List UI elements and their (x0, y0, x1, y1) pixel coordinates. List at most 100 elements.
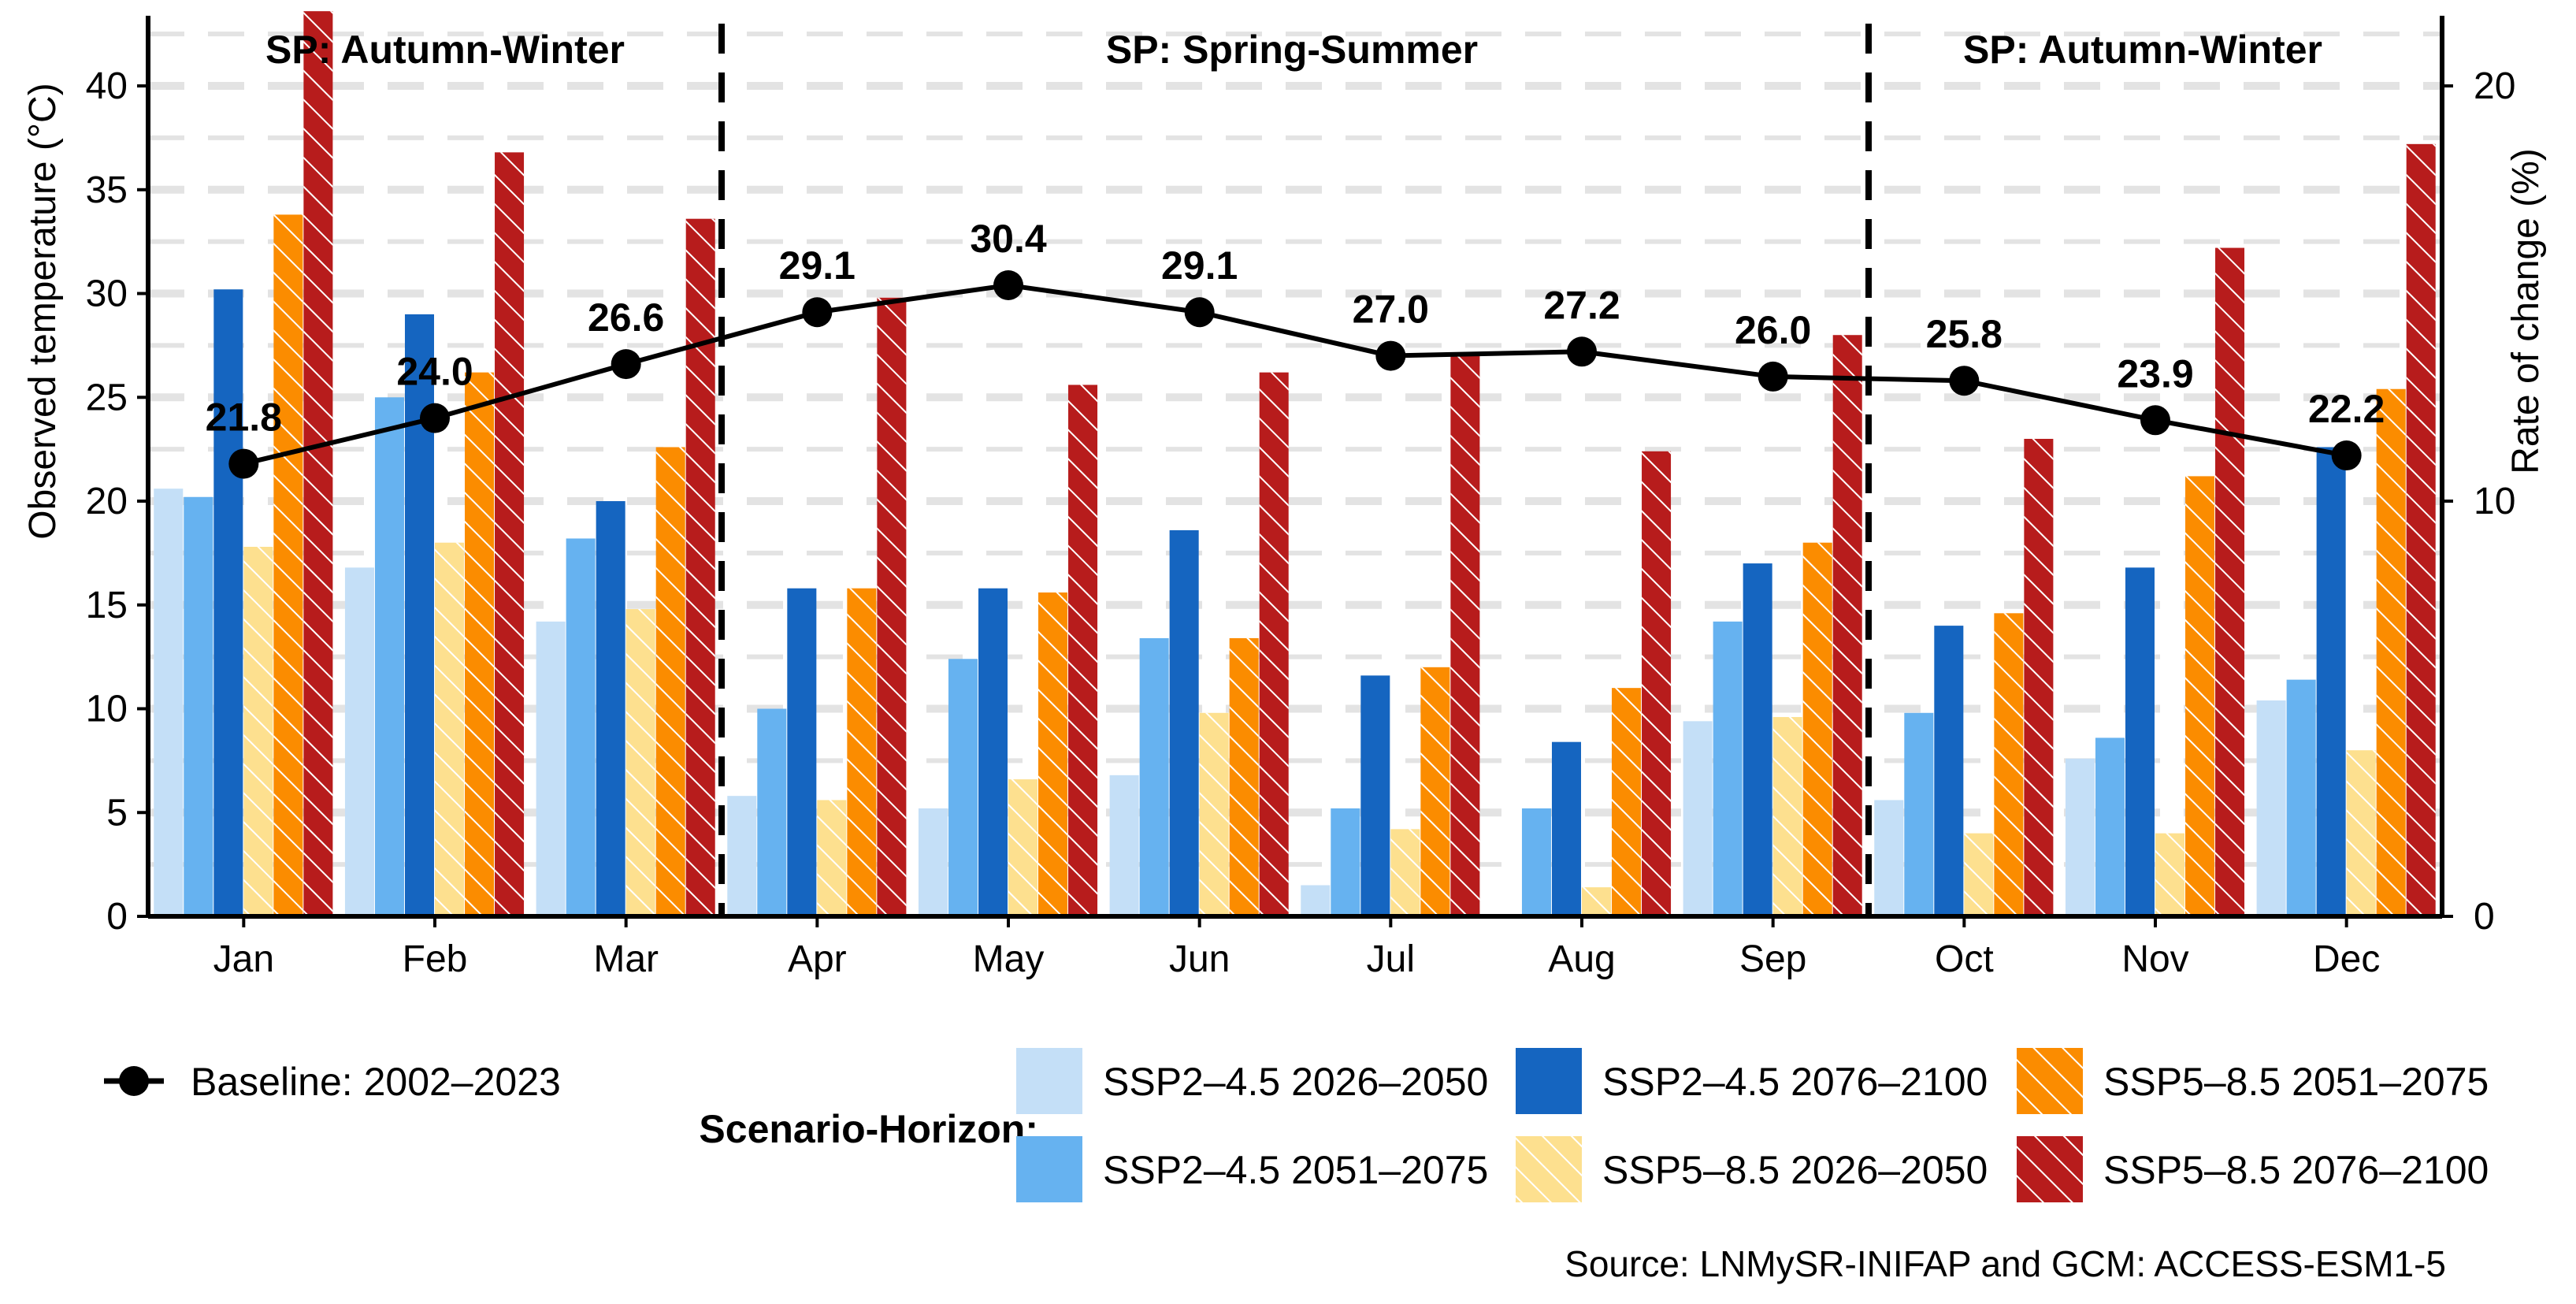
bar-may-series-0 (918, 808, 948, 916)
bar-jul-series-0 (1301, 885, 1331, 916)
baseline-line (243, 282, 2348, 466)
baseline-label-nov: 23.9 (2117, 351, 2193, 396)
bar-may-series-1 (948, 659, 978, 916)
x-tick-label-may: May (973, 938, 1045, 980)
legend-label-ssp585-2026: SSP5–8.5 2026–2050 (1602, 1148, 1988, 1192)
bar-sep-series-0 (1683, 721, 1713, 916)
bar-hatch-jun-series-3 (1199, 712, 1229, 916)
bar-nov-series-2 (2125, 567, 2155, 916)
baseline-marker-jan (228, 448, 259, 479)
x-tick-label-nov: Nov (2121, 938, 2188, 980)
baseline-marker-feb (420, 403, 450, 433)
bar-hatch-mar-series-4 (655, 447, 685, 916)
baseline-label-jun: 29.1 (1161, 243, 1238, 288)
baseline-label-apr: 29.1 (779, 243, 856, 288)
y-tick-label-40: 40 (86, 65, 128, 107)
bar-feb-series-0 (344, 567, 374, 916)
bar-oct-series-2 (1934, 626, 1964, 916)
bar-hatch-jan-series-5 (303, 11, 333, 917)
y2-tick-label-20: 20 (2474, 65, 2515, 107)
baseline-label-aug: 27.2 (1543, 283, 1620, 327)
legend-label-ssp245-2076: SSP2–4.5 2076–2100 (1602, 1060, 1988, 1104)
baseline-marker-jun (1184, 297, 1215, 328)
bar-aug-series-2 (1551, 741, 1581, 916)
bar-hatch-sep-series-3 (1772, 717, 1802, 916)
bar-nov-series-1 (2095, 737, 2125, 916)
baseline-marker-sep (1758, 361, 1788, 392)
x-tick-label-sep: Sep (1739, 938, 1806, 980)
bar-oct-series-1 (1904, 712, 1934, 916)
y2-axis-title: Rate of change (%) (2505, 148, 2547, 474)
bar-apr-series-2 (787, 588, 817, 916)
bar-hatch-nov-series-3 (2155, 833, 2185, 916)
bar-oct-series-0 (1874, 800, 1904, 916)
bar-jan-series-1 (184, 496, 213, 916)
bar-hatch-dec-series-3 (2346, 750, 2376, 916)
bar-hatch-jan-series-4 (273, 214, 303, 916)
legend-label-ssp585-2051: SSP5–8.5 2051–2075 (2103, 1060, 2489, 1104)
bar-jan-series-2 (213, 289, 243, 916)
x-tick-label-dec: Dec (2313, 938, 2380, 980)
y-tick-label-35: 35 (86, 169, 128, 211)
bar-hatch-feb-series-3 (435, 542, 465, 916)
season-label-2: SP: Spring-Summer (1106, 28, 1478, 72)
x-tick-label-apr: Apr (788, 938, 847, 980)
y-tick-label-15: 15 (86, 585, 128, 626)
x-tick-label-feb: Feb (403, 938, 468, 980)
y2-tick-label-10: 10 (2474, 481, 2515, 522)
baseline-label-may: 30.4 (970, 217, 1047, 261)
bar-hatch-oct-series-5 (2024, 438, 2054, 916)
bar-hatch-may-series-5 (1068, 385, 1098, 917)
bar-hatch-may-series-3 (1008, 779, 1038, 916)
y-tick-label-0: 0 (106, 896, 128, 938)
baseline-label-jan: 21.8 (206, 396, 282, 440)
bar-aug-series-1 (1521, 808, 1551, 916)
bar-hatch-feb-series-5 (495, 152, 525, 916)
bar-hatch-aug-series-5 (1642, 451, 1672, 916)
bar-nov-series-0 (2065, 758, 2095, 916)
bar-hatch-jan-series-3 (243, 546, 273, 916)
bar-hatch-jul-series-3 (1390, 829, 1420, 916)
bar-hatch-apr-series-4 (847, 588, 877, 916)
baseline-marker-jul (1375, 340, 1406, 371)
grid-lines (148, 32, 2442, 867)
y-tick-label-20: 20 (86, 481, 128, 522)
legend-baseline-marker (119, 1066, 149, 1096)
baseline-marker-mar (611, 349, 641, 380)
season-label-1: SP: Autumn-Winter (265, 28, 625, 72)
chart-labels: Observed temperature (°C) Rate of change… (22, 28, 2547, 540)
bars (154, 11, 2436, 917)
bar-jul-series-1 (1331, 808, 1360, 916)
bar-hatch-oct-series-3 (1964, 833, 1994, 916)
bar-sep-series-2 (1743, 563, 1772, 916)
y-tick-label-30: 30 (86, 273, 128, 315)
bar-may-series-2 (978, 588, 1008, 916)
baseline-label-mar: 26.6 (588, 295, 664, 340)
bar-jan-series-0 (154, 489, 184, 916)
bar-hatch-jul-series-4 (1420, 667, 1450, 916)
y2-tick-label-0: 0 (2474, 896, 2495, 938)
baseline-label-sep: 26.0 (1735, 308, 1811, 352)
baseline-marker-dec (2331, 440, 2362, 471)
x-tick-label-aug: Aug (1548, 938, 1615, 980)
bar-hatch-dec-series-5 (2406, 143, 2436, 917)
y-axis-title: Observed temperature (°C) (22, 83, 64, 539)
legend-label-ssp245-2026: SSP2–4.5 2026–2050 (1103, 1060, 1488, 1104)
bar-feb-series-1 (374, 397, 404, 917)
bar-hatch-jun-series-4 (1229, 637, 1259, 916)
legend-title: Scenario-Horizon: (699, 1107, 1038, 1151)
bar-sep-series-1 (1713, 621, 1743, 916)
bar-jun-series-2 (1169, 529, 1199, 916)
season-dividers (718, 24, 1872, 916)
bar-hatch-feb-series-4 (465, 372, 495, 916)
baseline-series: 21.8 24.0 26.6 29.1 30.4 29.1 27.0 27.2 26.0 25.8… (206, 217, 2385, 479)
y-tick-label-10: 10 (86, 689, 128, 730)
bar-hatch-may-series-4 (1038, 592, 1068, 916)
bar-dec-series-1 (2286, 679, 2316, 916)
bar-hatch-mar-series-5 (685, 218, 715, 916)
bar-hatch-mar-series-3 (625, 609, 655, 916)
bar-hatch-aug-series-3 (1582, 887, 1612, 916)
bar-apr-series-0 (727, 796, 757, 916)
baseline-label-dec: 22.2 (2308, 387, 2385, 431)
